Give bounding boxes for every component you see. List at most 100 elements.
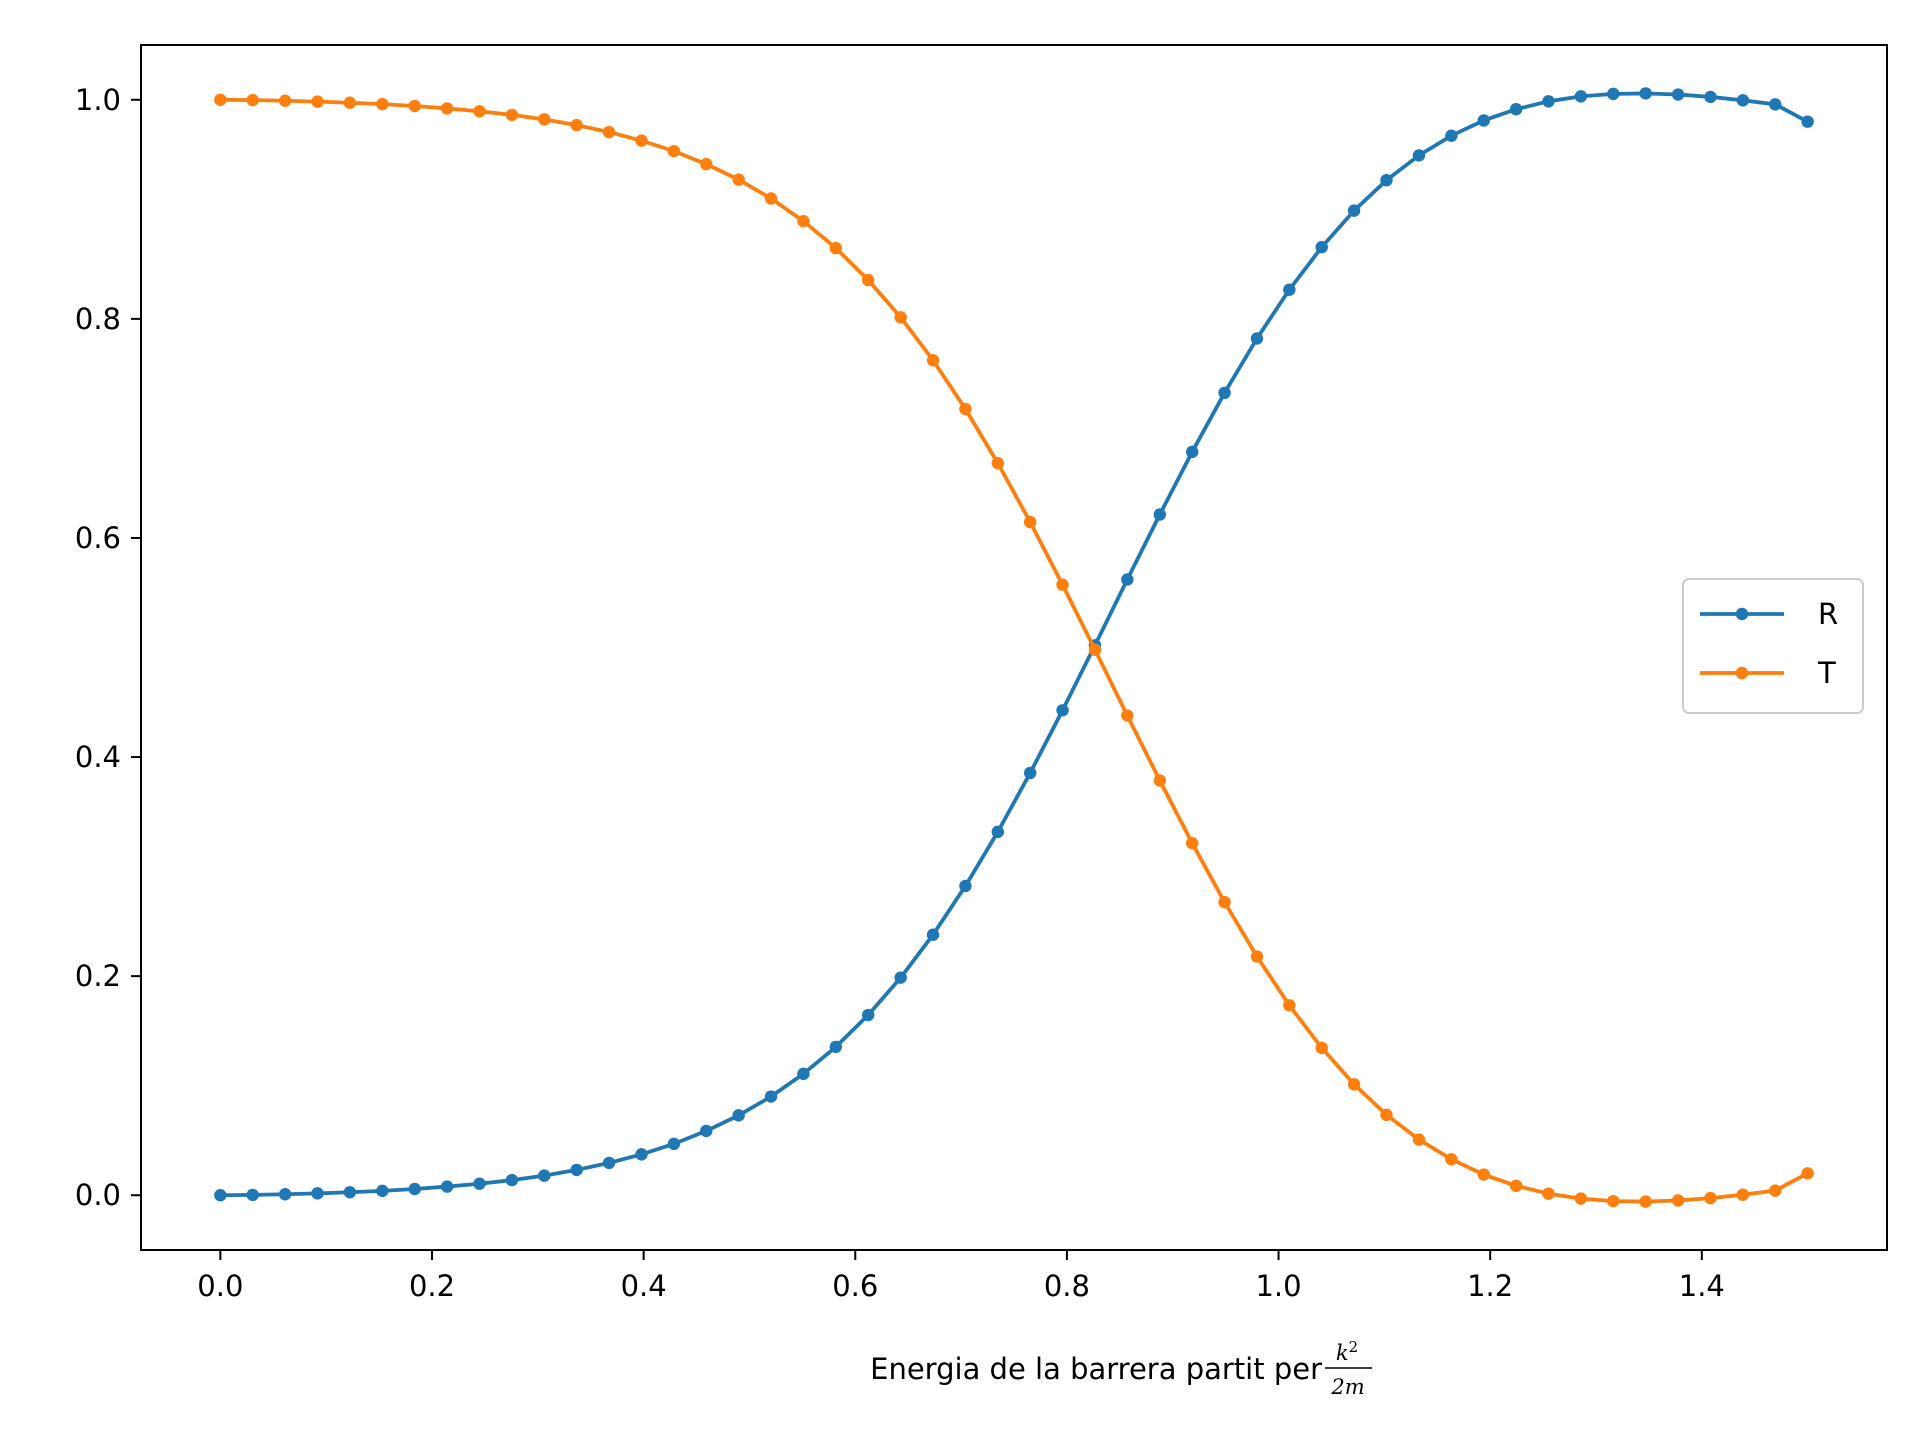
data-point <box>1704 1191 1717 1205</box>
data-point <box>1639 87 1652 100</box>
data-point <box>926 354 940 367</box>
x-tick-label: 1.0 <box>1255 1269 1301 1303</box>
data-point <box>764 192 778 205</box>
y-tick-label: 1.0 <box>75 83 121 117</box>
data-point <box>1380 1108 1393 1122</box>
x-tick-label: 0.4 <box>621 1269 667 1303</box>
data-point <box>700 1124 713 1138</box>
data-point <box>376 1184 389 1198</box>
y-axis: 0.0 0.2 0.4 0.6 0.8 1.0 <box>75 83 141 1212</box>
data-point <box>278 94 292 107</box>
data-point <box>570 1163 583 1177</box>
data-point <box>1347 204 1361 217</box>
data-point <box>1153 774 1167 787</box>
data-point <box>926 928 940 941</box>
data-point <box>408 99 421 113</box>
data-point <box>1542 95 1555 108</box>
legend-marker-R <box>1735 607 1749 621</box>
data-point <box>1801 115 1814 128</box>
data-point <box>732 1109 745 1122</box>
data-point <box>991 456 1005 470</box>
plot-frame <box>140 44 1888 1251</box>
y-tick-label: 0.6 <box>75 521 121 555</box>
data-point <box>1056 578 1069 591</box>
data-point <box>343 96 357 109</box>
data-point <box>1185 836 1199 850</box>
data-point <box>797 1067 810 1081</box>
data-point <box>1380 173 1393 187</box>
x-tick-label: 0.0 <box>197 1269 243 1303</box>
data-point <box>1671 1194 1685 1207</box>
data-point <box>1542 1187 1555 1200</box>
data-point <box>667 144 681 158</box>
data-point <box>505 1173 519 1187</box>
series-R <box>214 87 1814 1202</box>
data-point <box>570 118 583 132</box>
data-point <box>1769 1184 1782 1197</box>
data-point <box>797 214 810 228</box>
x-tick-label: 0.6 <box>832 1269 878 1303</box>
data-point <box>1023 766 1037 780</box>
data-point <box>1185 445 1199 459</box>
data-point <box>861 1008 875 1022</box>
data-point <box>214 93 227 106</box>
data-point <box>408 1182 421 1196</box>
y-tick-label: 0.0 <box>75 1178 121 1212</box>
data-point <box>1056 704 1069 717</box>
data-point <box>440 102 454 115</box>
data-point <box>1769 98 1782 111</box>
data-point <box>1412 1133 1426 1146</box>
data-point <box>1347 1078 1361 1091</box>
data-point <box>214 1189 227 1202</box>
data-point <box>1023 515 1037 529</box>
data-point <box>1250 332 1264 345</box>
data-point <box>1445 1153 1458 1166</box>
x-axis-label-numerator: k2 <box>1336 1338 1358 1365</box>
data-point <box>311 1187 324 1200</box>
x-axis: 0.0 0.2 0.4 0.6 0.8 1.0 1.2 1.4 <box>197 1250 1725 1303</box>
data-point <box>700 157 713 171</box>
data-point <box>1283 283 1296 296</box>
legend: RT <box>1682 578 1864 714</box>
x-tick-label: 0.2 <box>409 1269 455 1303</box>
data-point <box>1218 895 1231 909</box>
data-point <box>1250 950 1264 963</box>
data-point <box>505 108 519 122</box>
data-point <box>764 1090 778 1103</box>
data-point <box>1315 240 1328 254</box>
y-tick-label: 0.4 <box>75 740 121 774</box>
data-point <box>1574 1192 1588 1205</box>
data-point <box>959 402 972 416</box>
legend-marker-T <box>1735 666 1749 680</box>
series-layer <box>214 87 1814 1208</box>
data-point <box>1736 1188 1750 1201</box>
data-point <box>829 241 843 255</box>
data-point <box>1153 508 1167 521</box>
data-point <box>1736 94 1750 107</box>
x-axis-label-denominator: 2m <box>1330 1375 1364 1399</box>
data-point <box>440 1180 454 1193</box>
data-point <box>667 1137 681 1151</box>
plot-background <box>141 45 1887 1250</box>
data-point <box>1639 1195 1652 1208</box>
data-point <box>602 125 616 139</box>
data-point <box>1218 386 1231 400</box>
x-tick-label: 1.2 <box>1467 1269 1513 1303</box>
data-point <box>1801 1167 1814 1180</box>
data-point <box>246 93 259 107</box>
data-point <box>861 273 875 287</box>
data-point <box>959 879 972 893</box>
data-point <box>1671 88 1685 101</box>
data-point <box>635 134 648 147</box>
data-point <box>1088 643 1102 656</box>
data-point <box>1509 1179 1523 1193</box>
data-point <box>1283 999 1296 1012</box>
data-point <box>635 1148 648 1161</box>
data-point <box>1477 1168 1490 1181</box>
data-point <box>1121 573 1134 586</box>
data-point <box>246 1188 259 1202</box>
data-point <box>473 1177 486 1190</box>
legend-label-R: R <box>1818 597 1838 631</box>
x-tick-label: 1.4 <box>1679 1269 1725 1303</box>
series-T <box>214 93 1814 1208</box>
